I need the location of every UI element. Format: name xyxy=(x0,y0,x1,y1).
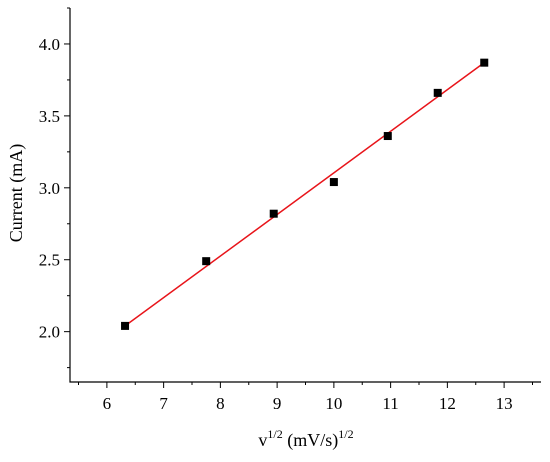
x-axis-ticks: 6 7 8 9 10 11 12 13 xyxy=(78,382,533,413)
linear-fit-line xyxy=(124,62,485,327)
y-axis-ticks: 2.0 2.5 3.0 3.5 4.0 xyxy=(39,7,70,369)
axes xyxy=(69,8,541,383)
x-axis-title-base-sup: 1/2 xyxy=(267,427,282,441)
x-axis-title-unit: (mV/s) xyxy=(283,430,339,451)
data-point xyxy=(433,88,442,97)
x-tick-label: 13 xyxy=(496,394,513,413)
x-tick-label: 10 xyxy=(325,394,342,413)
y-tick-label: 3.5 xyxy=(39,107,60,126)
x-axis-title-unit-sup: 1/2 xyxy=(338,427,353,441)
data-points xyxy=(121,58,489,330)
y-tick-label: 2.5 xyxy=(39,251,60,270)
x-tick-label: 11 xyxy=(382,394,398,413)
data-point xyxy=(383,132,392,141)
data-point xyxy=(121,321,130,330)
y-axis-title: Current (mA) xyxy=(6,144,27,242)
data-point xyxy=(480,58,489,67)
x-tick-label: 9 xyxy=(273,394,282,413)
data-point xyxy=(269,209,278,218)
x-tick-label: 12 xyxy=(439,394,456,413)
axis-frame xyxy=(69,8,541,383)
y-tick-label: 4.0 xyxy=(39,35,60,54)
y-tick-label: 3.0 xyxy=(39,179,60,198)
x-tick-label: 7 xyxy=(159,394,168,413)
x-tick-label: 8 xyxy=(216,394,225,413)
data-point xyxy=(202,257,211,266)
y-tick-label: 2.0 xyxy=(39,323,60,342)
x-tick-label: 6 xyxy=(103,394,112,413)
fit-line-layer xyxy=(124,62,485,327)
data-point xyxy=(329,178,338,187)
x-axis-title: v1/2 (mV/s)1/2 xyxy=(258,427,353,451)
x-axis-title-base: v xyxy=(258,430,267,450)
